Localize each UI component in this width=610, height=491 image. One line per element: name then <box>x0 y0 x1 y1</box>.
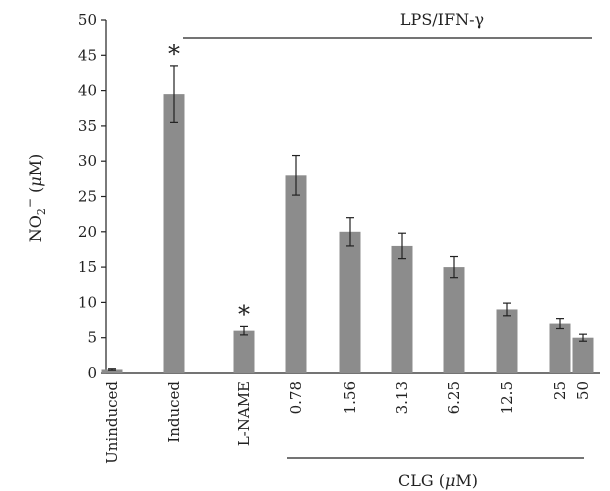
category-labels: Uninduced Induced L-NAME 0.78 1.56 3.13 6.25 12… <box>103 381 592 464</box>
category-label: 0.78 <box>287 381 305 414</box>
y-tick-label: 25 <box>78 188 97 206</box>
category-label: L-NAME <box>235 381 253 446</box>
bottom-bracket-label: CLG (μM) <box>398 471 478 490</box>
y-axis-label: NO2− (μM) <box>23 154 48 243</box>
y-tick-label: 15 <box>78 258 97 276</box>
bar <box>443 267 465 373</box>
significance-marker: * <box>238 300 250 328</box>
bottom-label-mu: μ <box>445 471 455 490</box>
y-tick-label: 30 <box>78 152 97 170</box>
bar <box>233 330 255 373</box>
ylabel-sub: 2 <box>35 208 48 215</box>
bar <box>163 94 185 373</box>
y-axis-ticks: 0 5 10 15 20 25 30 35 40 45 50 <box>78 11 106 382</box>
y-tick-label: 5 <box>87 329 97 347</box>
category-label: 12.5 <box>498 381 516 414</box>
category-label: Induced <box>165 381 183 443</box>
ylabel-unit-mu: μ <box>26 176 45 186</box>
y-tick-label: 40 <box>78 82 97 100</box>
bar <box>496 309 518 373</box>
bar <box>572 337 594 373</box>
category-label: 6.25 <box>445 381 463 414</box>
ylabel-main: NO <box>26 215 45 242</box>
category-label: 1.56 <box>341 381 359 414</box>
y-tick-label: 50 <box>78 11 97 29</box>
y-tick-label: 20 <box>78 223 97 241</box>
significance-marker: * <box>168 40 180 68</box>
bar <box>549 323 571 373</box>
ylabel-unit-prefix: ( <box>26 187 45 198</box>
ylabel-sup: − <box>23 198 37 208</box>
category-label: 25 <box>551 381 569 400</box>
bar <box>101 369 123 373</box>
bar <box>391 245 413 373</box>
category-label: 3.13 <box>393 381 411 414</box>
y-tick-label: 10 <box>78 293 97 311</box>
bottom-label-prefix: CLG ( <box>398 471 445 490</box>
bottom-label-suffix: M) <box>455 471 478 490</box>
top-bracket-label: LPS/IFN-γ <box>400 10 484 29</box>
y-tick-label: 35 <box>78 117 97 135</box>
category-label: 50 <box>574 381 592 400</box>
y-tick-label: 45 <box>78 46 97 64</box>
bars-group: ** <box>101 40 594 373</box>
bar <box>339 231 361 373</box>
y-tick-label: 0 <box>87 364 97 382</box>
category-label: Uninduced <box>103 381 121 464</box>
ylabel-unit-suffix: M) <box>26 154 45 177</box>
bar <box>285 175 307 373</box>
